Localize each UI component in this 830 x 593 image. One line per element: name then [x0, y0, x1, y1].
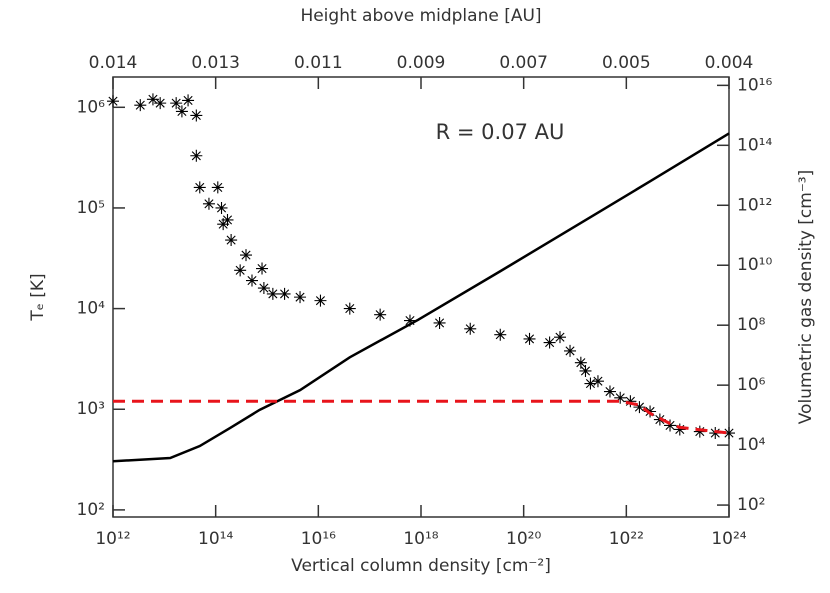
- x-tick-label: 10²⁰: [506, 529, 541, 549]
- x-tick-label: 10¹²: [95, 529, 130, 549]
- scatter-point: [294, 291, 307, 304]
- y2-tick-label: 10²: [737, 495, 765, 515]
- scatter-point: [693, 425, 706, 438]
- scatter-point: [278, 287, 291, 300]
- scatter-point: [579, 364, 592, 377]
- scatter-point: [193, 181, 206, 194]
- scatter-point: [234, 264, 247, 277]
- y2-tick-label: 10⁸: [737, 315, 766, 335]
- annotation: R = 0.07 AU: [436, 120, 565, 144]
- scatter-point: [211, 181, 224, 194]
- scatter-point: [543, 336, 556, 349]
- scatter-point: [403, 314, 416, 327]
- scatter-point: [553, 331, 566, 344]
- scatter-point: [154, 97, 167, 110]
- y-tick-label: 10⁵: [77, 198, 105, 218]
- scatter-point: [215, 201, 228, 214]
- scatter-point: [182, 94, 195, 107]
- x-tick-label: 10¹⁴: [198, 529, 233, 549]
- scatter-point: [266, 287, 279, 300]
- x2-tick-label: 0.007: [499, 53, 548, 73]
- scatter-point: [673, 423, 686, 436]
- scatter-point: [175, 105, 188, 118]
- scatter-point: [494, 328, 507, 341]
- scatter-point: [433, 316, 446, 329]
- scatter-point: [603, 385, 616, 398]
- y2-tick-label: 10¹²: [737, 195, 772, 215]
- x-tick-label: 10¹⁸: [403, 529, 438, 549]
- scatter-point: [624, 395, 637, 408]
- x2-tick-label: 0.011: [294, 53, 343, 73]
- scatter-point: [464, 322, 477, 335]
- scatter-point: [256, 262, 269, 275]
- y2-tick-label: 10¹⁰: [737, 255, 772, 275]
- scatter-point: [245, 274, 258, 287]
- y2-tick-label: 10⁶: [737, 375, 766, 395]
- dashed-line: [113, 399, 730, 435]
- y-axis-title: Tₑ [K]: [28, 273, 48, 321]
- scatter-point: [146, 93, 159, 106]
- scatter-point: [723, 427, 735, 440]
- scatter-point: [221, 213, 234, 226]
- scatter-point: [564, 344, 577, 357]
- y2-axis-title: Volumetric gas density [cm⁻³]: [796, 170, 816, 425]
- scatter-point: [574, 356, 587, 369]
- scatter-point: [343, 302, 356, 315]
- scatter-point: [225, 234, 238, 247]
- scatter-point: [190, 109, 203, 122]
- scatter-point: [217, 218, 230, 231]
- scatter-point: [709, 427, 722, 440]
- scatter-point: [257, 282, 270, 295]
- scatter-point: [134, 99, 147, 112]
- scatter-point: [314, 294, 327, 307]
- scatter-point: [614, 391, 627, 404]
- scatter-point: [374, 308, 387, 321]
- x-tick-label: 10¹⁶: [301, 529, 336, 549]
- x2-tick-label: 0.014: [89, 53, 138, 73]
- scatter-point: [240, 249, 253, 262]
- scatter-point: [190, 149, 203, 162]
- x2-axis-title: Height above midplane [AU]: [300, 6, 541, 26]
- x2-tick-label: 0.009: [397, 53, 446, 73]
- scatter-point: [591, 375, 604, 388]
- scatter-point: [170, 97, 183, 110]
- x-axis-title: Vertical column density [cm⁻²]: [291, 556, 551, 576]
- y2-tick-label: 10¹⁶: [737, 75, 772, 95]
- y-tick-label: 10⁴: [77, 299, 106, 319]
- y2-tick-label: 10⁴: [737, 435, 766, 455]
- x-tick-label: 10²²: [609, 529, 644, 549]
- y-tick-label: 10⁶: [77, 97, 106, 117]
- scatter-point: [107, 95, 119, 108]
- scatter-point: [584, 377, 597, 390]
- x2-tick-label: 0.005: [602, 53, 651, 73]
- x2-tick-label: 0.013: [191, 53, 240, 73]
- y-tick-label: 10²: [77, 500, 105, 520]
- scatter-point: [664, 419, 677, 432]
- scatter-point: [202, 197, 215, 210]
- scatter-point: [523, 332, 536, 345]
- x-tick-label: 10²⁴: [711, 529, 746, 549]
- x2-tick-label: 0.004: [705, 53, 754, 73]
- y2-tick-label: 10¹⁴: [737, 135, 772, 155]
- plot-frame: [112, 76, 730, 518]
- line: [112, 132, 730, 463]
- scatter-point: [633, 401, 646, 414]
- y-tick-label: 10³: [77, 399, 105, 419]
